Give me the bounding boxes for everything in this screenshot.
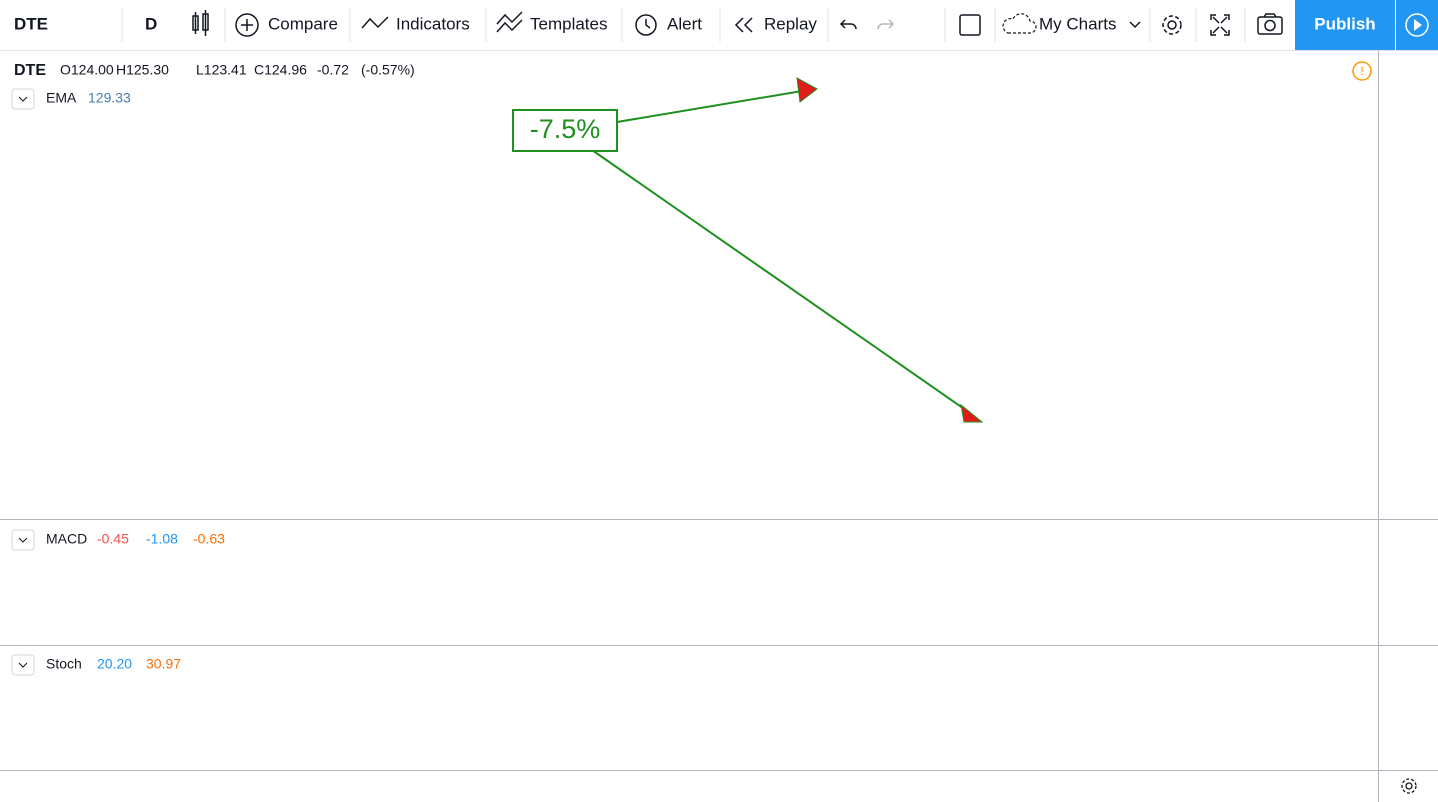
- toolbar: DTE D Compare Indicators Templates Alert…: [14, 0, 1438, 50]
- replay-icon: [734, 17, 753, 33]
- legend-high: H125.30: [116, 62, 169, 78]
- chevron: [1129, 21, 1141, 29]
- macd-title: MACD: [46, 531, 87, 547]
- collapse-button[interactable]: [11, 654, 35, 676]
- annotation-box: [512, 109, 618, 152]
- publish-label: Publish: [1314, 14, 1375, 33]
- legend-change: -0.72: [317, 62, 349, 78]
- macd-legend: MACD -0.45 -1.08 -0.63: [11, 529, 225, 551]
- play-icon: [1414, 19, 1422, 31]
- axis-settings[interactable]: [1401, 778, 1417, 794]
- ema-legend-value: 129.33: [88, 90, 131, 106]
- arrow-head: [796, 77, 818, 103]
- legend-symbol: DTE: [14, 62, 46, 79]
- macd-signal-value: -0.63: [193, 531, 225, 547]
- annotation: -7.5%: [512, 77, 984, 423]
- symbol-search[interactable]: DTE: [14, 14, 48, 33]
- annotation-arrow: [591, 149, 971, 414]
- compare-button[interactable]: Compare: [268, 14, 338, 33]
- legend-open: O124.00: [60, 62, 114, 78]
- chevron: [18, 96, 28, 102]
- templates-icon: [496, 19, 523, 33]
- collapse-button[interactable]: [11, 529, 35, 551]
- main-legend: DTE O124.00 H125.30 L123.41 C124.96 -0.7…: [11, 61, 1372, 110]
- ema-legend-name: EMA: [46, 90, 77, 106]
- compare-icon: [235, 13, 259, 37]
- stoch-d-value: 30.97: [146, 656, 181, 672]
- legend-close: C124.96: [254, 62, 307, 78]
- templates-button[interactable]: Templates: [530, 14, 607, 33]
- cloud-icon: [1002, 13, 1037, 34]
- publish-button[interactable]: [1295, 0, 1395, 50]
- redo-button[interactable]: [877, 19, 895, 30]
- arrow-head: [960, 403, 984, 423]
- legend-change-pct: (-0.57%): [361, 62, 415, 78]
- settings-button[interactable]: [1162, 15, 1182, 35]
- undo-button[interactable]: [839, 19, 857, 30]
- annotation-arrow: [616, 89, 809, 123]
- annotation-text: -7.5%: [530, 114, 601, 144]
- warning-icon[interactable]: [1352, 61, 1372, 81]
- stoch-legend: Stoch 20.20 30.97: [11, 654, 181, 676]
- stoch-k-value: 20.20: [97, 656, 132, 672]
- indicators-button[interactable]: Indicators: [396, 14, 470, 33]
- chevron: [18, 537, 28, 543]
- chevron: [18, 662, 28, 668]
- interval[interactable]: D: [145, 14, 157, 33]
- fullscreen-button[interactable]: [1210, 14, 1230, 36]
- alert-icon: [635, 14, 657, 36]
- play-icon: [1405, 13, 1429, 37]
- macd-value: -1.08: [146, 531, 178, 547]
- macd-hist-value: -0.45: [97, 531, 129, 547]
- warning-glyph: !: [1360, 64, 1363, 78]
- replay-button[interactable]: Replay: [764, 14, 817, 33]
- layout-button[interactable]: [959, 14, 981, 36]
- chart-style-button[interactable]: [192, 10, 209, 36]
- templates-icon: [496, 11, 523, 25]
- collapse-button[interactable]: [11, 88, 35, 110]
- legend-low: L123.41: [196, 62, 247, 78]
- snapshot-button[interactable]: [1257, 13, 1283, 35]
- alert-button[interactable]: Alert: [667, 14, 702, 33]
- stoch-title: Stoch: [46, 656, 82, 672]
- my-charts-button[interactable]: My Charts: [1039, 14, 1116, 33]
- indicators-icon: [361, 16, 389, 29]
